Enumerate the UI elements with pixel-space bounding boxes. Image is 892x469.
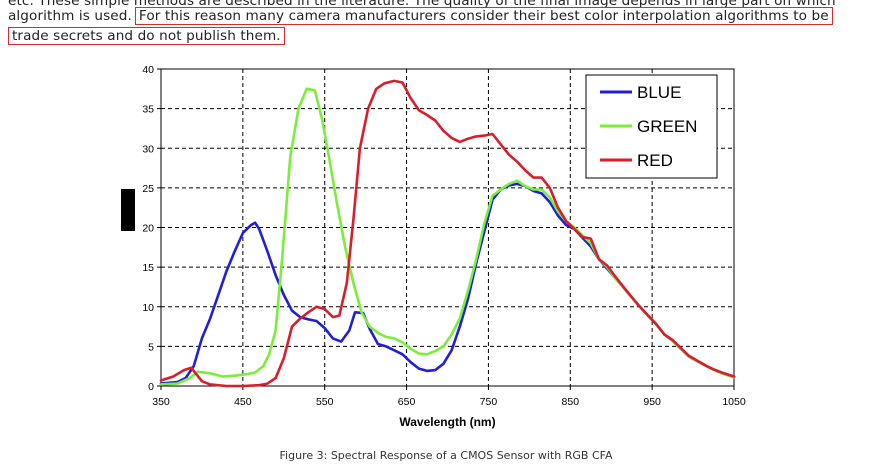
x-tick-label: 950 (643, 396, 661, 408)
x-tick-label: 550 (316, 396, 334, 408)
side-bar-marker (121, 189, 135, 231)
x-tick-label: 350 (152, 396, 170, 408)
y-tick-label: 10 (142, 302, 154, 314)
highlighted-sentence-part-1: For this reason many camera manufacturer… (134, 7, 833, 25)
x-tick-label: 750 (480, 396, 498, 408)
y-tick-label: 5 (148, 341, 154, 353)
x-tick-label: 650 (398, 396, 416, 408)
series-line-red (159, 79, 736, 388)
figure-caption: Figure 3: Spectral Response of a CMOS Se… (279, 449, 613, 462)
legend-label-red: RED (637, 151, 673, 170)
x-axis-label: Wavelength (nm) (399, 415, 495, 429)
y-tick-label: 15 (142, 262, 154, 274)
x-tick-label: 1050 (722, 396, 746, 408)
y-tick-label: 0 (148, 381, 154, 393)
y-tick-label: 30 (142, 143, 154, 155)
x-tick-label: 850 (562, 396, 580, 408)
body-text-line-2: algorithm is used. For this reason many c… (8, 7, 833, 25)
body-text-line-1: etc. These simple methods are described … (8, 0, 836, 9)
series-line-blue (159, 182, 736, 385)
legend: BLUE GREEN RED (585, 74, 718, 179)
y-tick-label: 25 (142, 183, 154, 195)
x-tick-label: 450 (234, 396, 252, 408)
legend-label-green: GREEN (637, 117, 697, 136)
y-tick-label: 40 (142, 64, 154, 76)
y-tick-label: 35 (142, 104, 154, 116)
body-text-segment: algorithm is used. (8, 8, 132, 24)
body-text-line-3: trade secrets and do not publish them. (8, 27, 285, 45)
y-tick-label: 20 (142, 223, 154, 235)
legend-label-blue: BLUE (637, 83, 681, 102)
highlighted-sentence-part-2: trade secrets and do not publish them. (8, 27, 285, 45)
